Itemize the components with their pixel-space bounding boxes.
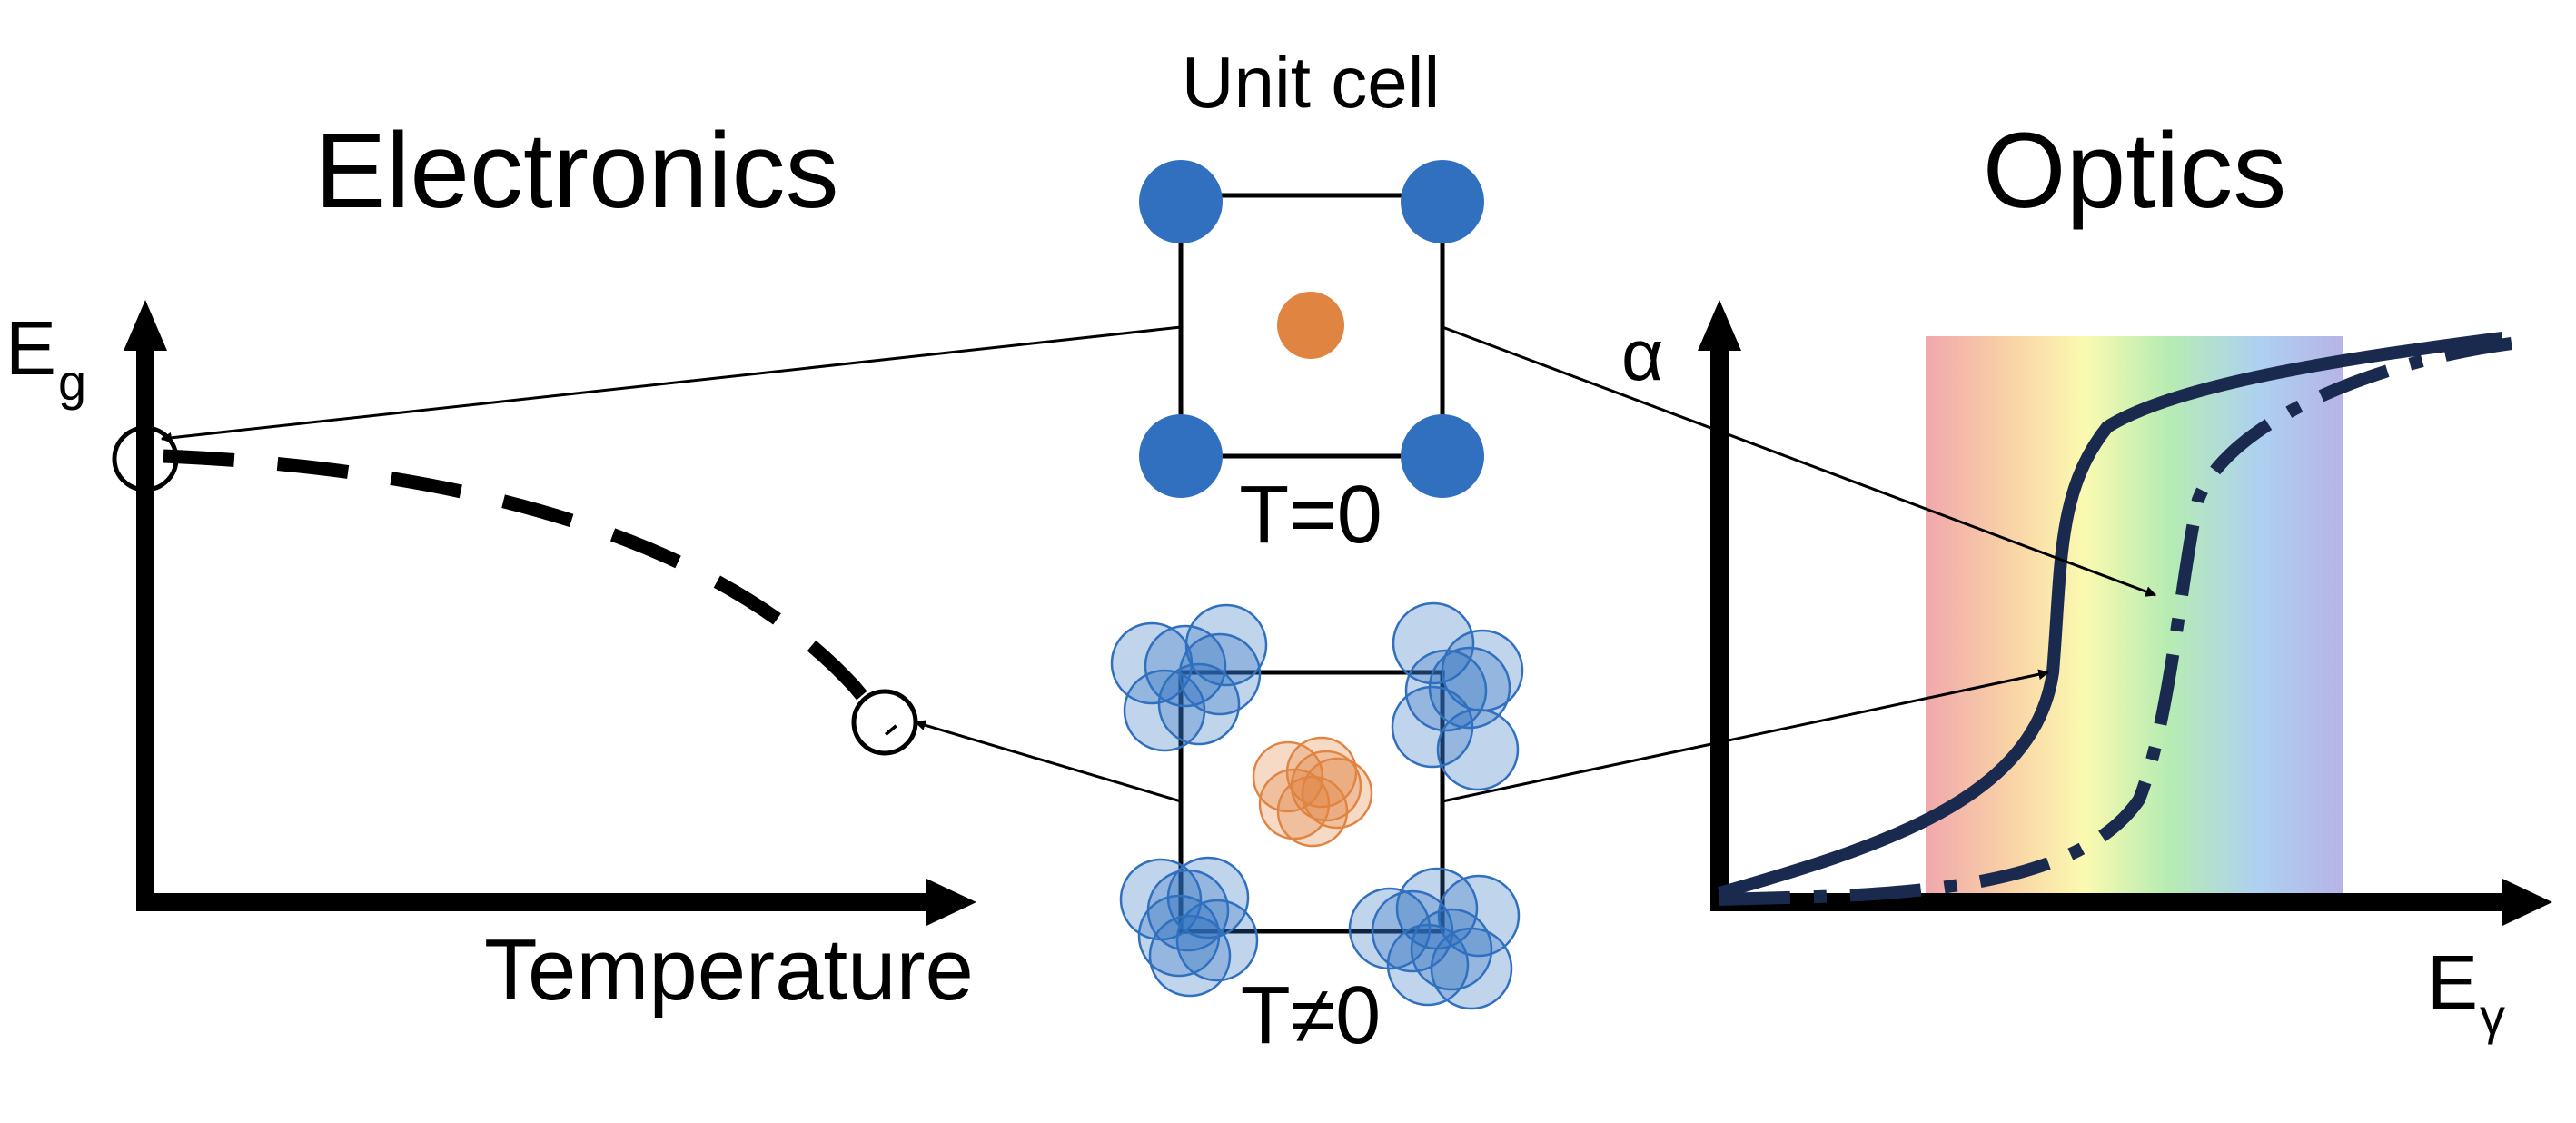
optics-panel: Optics α E γ [1621,111,2552,1045]
corner-atom-bottom-right [1401,414,1484,498]
arrow-static-cell-to-t0-bandgap [160,325,1182,443]
center-atom [1277,292,1344,359]
optics-y-axis-arrowhead [1698,300,1741,351]
optics-x-axis-arrowhead [2502,879,2552,926]
thermal-atom-cloud-center [1252,736,1373,848]
corner-atom-bottom-left [1139,414,1223,498]
thermal-cell-frame [1178,670,1445,934]
unit-cell-panel: Unit cell T=0 [1110,42,1524,1061]
arrow-static-cell-to-t0-absorption [1442,325,2157,597]
temperature-axis-label: Temperature [484,921,974,1019]
finite-t-point-marker [851,689,918,756]
arrow-thermal-cell-to-finite-t-absorption [1442,669,2050,803]
eg-symbol: E [5,305,56,391]
electronics-y-axis-arrowhead [124,300,167,351]
optics-title: Optics [1983,111,2286,231]
thermal-cell-label: T≠0 [1241,970,1381,1061]
electronics-panel: Electronics E g Temperature [5,111,976,1019]
arrow-thermal-cell-to-finite-t-bandgap [914,720,1182,803]
absorption-curve-finite-t [1719,337,2512,906]
thermal-atom-cloud-top-left [1110,603,1268,752]
static-cell-label: T=0 [1239,470,1382,561]
corner-atom-top-left [1139,160,1223,243]
electronics-x-axis-arrowhead [926,879,976,926]
static-cell-frame [1178,193,1445,459]
electronics-axes [124,300,976,926]
thermal-atom-cloud-top-right [1391,601,1524,791]
eg-subscript: g [58,353,86,411]
static-unit-cell [1139,160,1484,498]
alpha-symbol: α [1621,314,1663,395]
electronics-title: Electronics [314,111,838,231]
eg-photon-axis-label: E γ [2427,939,2505,1045]
corner-atom-top-right [1401,160,1484,243]
absorption-curve-t0 [1718,332,2503,899]
bandgap-vs-temperature-curve [163,449,897,736]
e-photon-subscript: γ [2480,988,2505,1045]
e-photon-symbol: E [2427,939,2478,1025]
connector-arrows [160,325,2157,803]
thermal-unit-cell [1110,601,1524,1010]
thermal-atom-cloud-bottom-left [1119,856,1259,998]
alpha-axis-label: α [1621,314,1663,395]
optics-axes [1698,300,2552,926]
thermal-atom-cloud-bottom-right [1348,867,1521,1010]
eg-axis-label: E g [5,305,86,411]
unit-cell-title: Unit cell [1182,42,1441,123]
t0-point-marker [112,425,179,492]
